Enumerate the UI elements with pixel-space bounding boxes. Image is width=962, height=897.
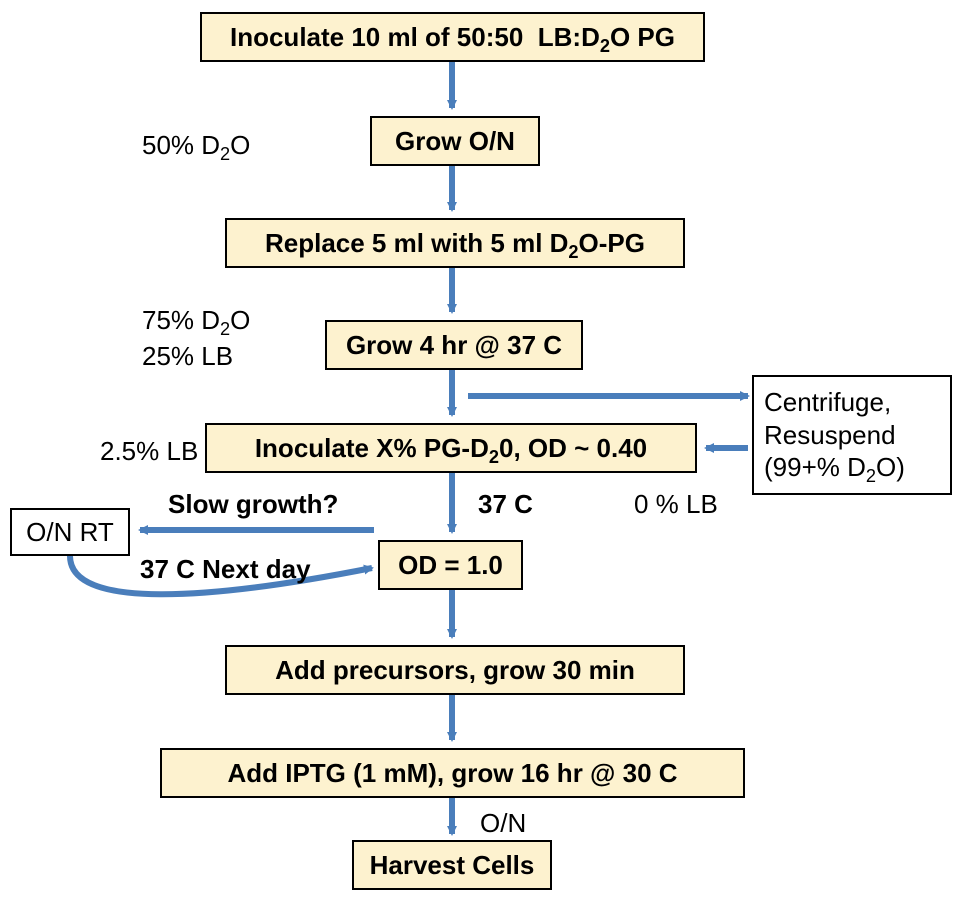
label-on: O/N [480,808,526,839]
box-on-rt: O/N RT [10,508,130,556]
label-75-d2o: 75% D2O [142,305,250,336]
label-37c-next-day: 37 C Next day [140,554,311,585]
box-grow-4hr: Grow 4 hr @ 37 C [325,320,583,370]
box-inoculate-xpct: Inoculate X% PG-D20, OD ~ 0.40 [205,423,697,473]
flowchart-stage: Inoculate 10 ml of 50:50 LB:D2O PG Grow … [0,0,962,897]
box-harvest: Harvest Cells [352,840,552,890]
label-slow-growth: Slow growth? [168,489,338,520]
box-od-1: OD = 1.0 [378,540,523,590]
label-0-lb: 0 % LB [634,489,718,520]
box-centrifuge: Centrifuge,Resuspend(99+% D2O) [752,375,952,495]
box-text: Inoculate X% PG-D20, OD ~ 0.40 [255,432,647,465]
box-text: Harvest Cells [370,849,535,882]
box-text: Inoculate 10 ml of 50:50 LB:D2O PG [230,21,675,54]
box-text: Add precursors, grow 30 min [275,654,635,687]
label-50-d2o: 50% D2O [142,130,250,161]
box-text: Replace 5 ml with 5 ml D2O-PG [265,227,645,260]
box-add-iptg: Add IPTG (1 mM), grow 16 hr @ 30 C [160,748,745,798]
box-text: Centrifuge,Resuspend(99+% D2O) [764,386,905,484]
box-add-precursors: Add precursors, grow 30 min [225,645,685,695]
box-text: OD = 1.0 [398,549,503,582]
box-grow-on: Grow O/N [370,116,540,166]
box-text: Grow 4 hr @ 37 C [346,329,562,362]
label-37c: 37 C [478,489,533,520]
box-text: Grow O/N [395,125,515,158]
box-inoculate-10ml: Inoculate 10 ml of 50:50 LB:D2O PG [200,12,705,62]
label-25-lb: 25% LB [142,341,233,372]
box-replace-5ml: Replace 5 ml with 5 ml D2O-PG [225,218,685,268]
label-2p5-lb: 2.5% LB [100,436,198,467]
box-text: O/N RT [26,516,114,549]
box-text: Add IPTG (1 mM), grow 16 hr @ 30 C [227,757,677,790]
